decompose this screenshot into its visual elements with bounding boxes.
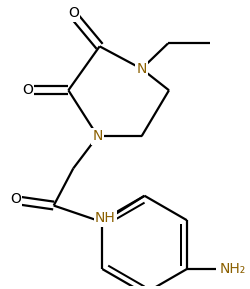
Text: N: N (136, 62, 146, 76)
Text: NH: NH (95, 211, 116, 225)
Text: N: N (92, 129, 102, 143)
Text: O: O (10, 192, 21, 206)
Text: O: O (22, 83, 33, 97)
Text: NH₂: NH₂ (219, 262, 245, 276)
Text: O: O (68, 6, 78, 20)
